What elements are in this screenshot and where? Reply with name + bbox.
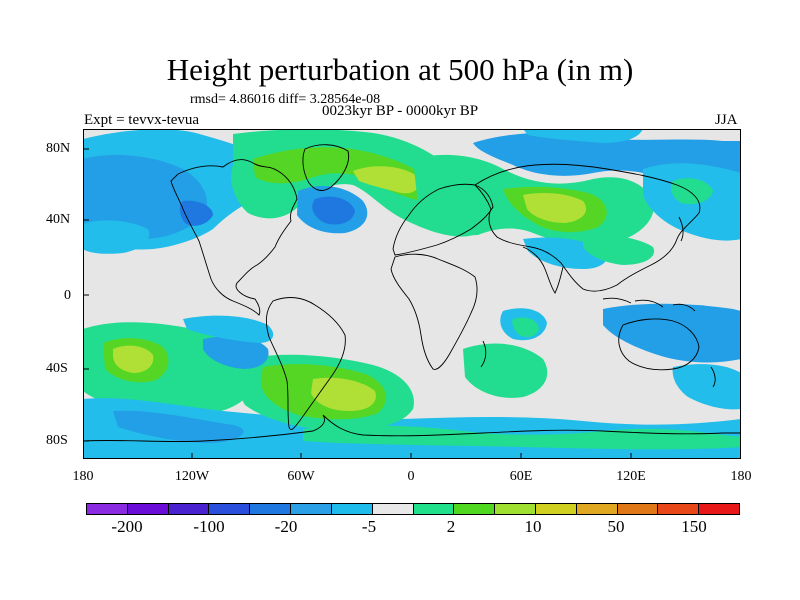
contour-sh-blue-south <box>113 410 244 443</box>
ytick-0: 0 <box>64 288 71 303</box>
coastline-indonesia <box>602 297 696 312</box>
colorbar <box>86 503 740 515</box>
coastline-greenland <box>302 144 350 191</box>
contour-nh-dark-blue-atlantic <box>312 196 355 225</box>
colorbar-segment <box>535 504 577 514</box>
colorbar-segment <box>617 504 659 514</box>
xtick-180e: 180 <box>730 469 752 484</box>
coastline-india <box>522 246 564 294</box>
coastline-north-america <box>170 159 298 316</box>
contour-nh-blue-west-2 <box>83 220 150 254</box>
contour-sh-teal-indian-2 <box>512 317 539 337</box>
colorbar-label: 10 <box>524 517 542 536</box>
coastline-south-america <box>265 297 346 430</box>
colorbar-segment <box>495 504 536 514</box>
colorbar-segment <box>209 504 251 514</box>
map-border <box>83 129 741 459</box>
contour-sh-teal-antarctic <box>303 425 741 450</box>
colorbar-label: -5 <box>361 517 377 536</box>
colorbar-segment <box>372 504 414 514</box>
coastline-asia <box>474 163 701 292</box>
coastline-europe <box>392 183 494 256</box>
xtick-120e: 120E <box>616 469 646 484</box>
figure-title: Height perturbation at 500 hPa (in m) <box>166 52 634 87</box>
contour-sh-lightblue-southpac <box>672 364 741 410</box>
colorbar-segment <box>658 504 700 514</box>
coastline-new-zealand <box>710 366 716 388</box>
colorbar-segment <box>413 504 455 514</box>
contour-sh-teal-indian <box>463 343 548 398</box>
contour-sh-blue-australia <box>603 303 741 363</box>
season-label: JJA <box>715 112 738 128</box>
colorbar-segment <box>576 504 618 514</box>
colorbar-label: -20 <box>274 517 298 536</box>
ytick-40n: 40N <box>46 212 71 227</box>
contour-sh-yellow-atlantic <box>311 377 376 411</box>
period-text: 0023kyr BP - 0000kyr BP <box>322 103 479 119</box>
contour-nh-lightblue-arctic <box>523 129 643 143</box>
colorbar-segment <box>127 504 169 514</box>
xtick-60e: 60E <box>509 469 533 484</box>
contour-sh-blue-pacific-east <box>203 336 269 369</box>
colorbar-segment <box>331 504 373 514</box>
coastline-japan <box>678 216 684 242</box>
contour-sh-lightblue-pacific <box>183 315 274 343</box>
xtick-60w: 60W <box>287 469 315 484</box>
colorbar-segment <box>699 504 739 514</box>
colorbar-label: 2 <box>446 517 456 536</box>
colorbar-segment <box>168 504 210 514</box>
colorbar-segment <box>454 504 496 514</box>
height-perturbation-map <box>83 129 741 459</box>
coastline-australia <box>618 318 700 371</box>
coastline-madagascar <box>480 340 487 368</box>
xtick-120w: 120W <box>174 469 210 484</box>
colorbar-label: 150 <box>681 517 707 536</box>
contour-nh-teal-asia-east <box>583 236 655 265</box>
coastline-antarctica <box>83 414 741 443</box>
colorbar-label: 50 <box>607 517 625 536</box>
ytick-80s: 80S <box>46 433 68 448</box>
map-frame <box>83 129 741 459</box>
experiment-label: Expt = tevvx-tevua <box>84 112 200 128</box>
ytick-80n: 80N <box>46 141 71 156</box>
colorbar-segment <box>87 504 128 514</box>
xtick-180w: 180 <box>72 469 94 484</box>
ytick-40s: 40S <box>46 361 68 376</box>
contour-nh-green-pacific <box>671 178 713 205</box>
coastline-africa <box>390 253 478 370</box>
colorbar-segment <box>250 504 292 514</box>
contour-fills <box>83 129 741 459</box>
colorbar-label: -200 <box>111 517 143 536</box>
colorbar-segment <box>291 504 332 514</box>
contour-nh-yellow-na <box>353 166 420 194</box>
colorbar-label: -100 <box>193 517 225 536</box>
xtick-0: 0 <box>407 469 415 484</box>
coastlines <box>83 144 741 443</box>
contour-nh-yellow-asia <box>523 193 587 223</box>
stats-text: rmsd= 4.86016 diff= 3.28564e-08 <box>190 92 381 107</box>
contour-sh-yellow-west <box>113 345 154 373</box>
